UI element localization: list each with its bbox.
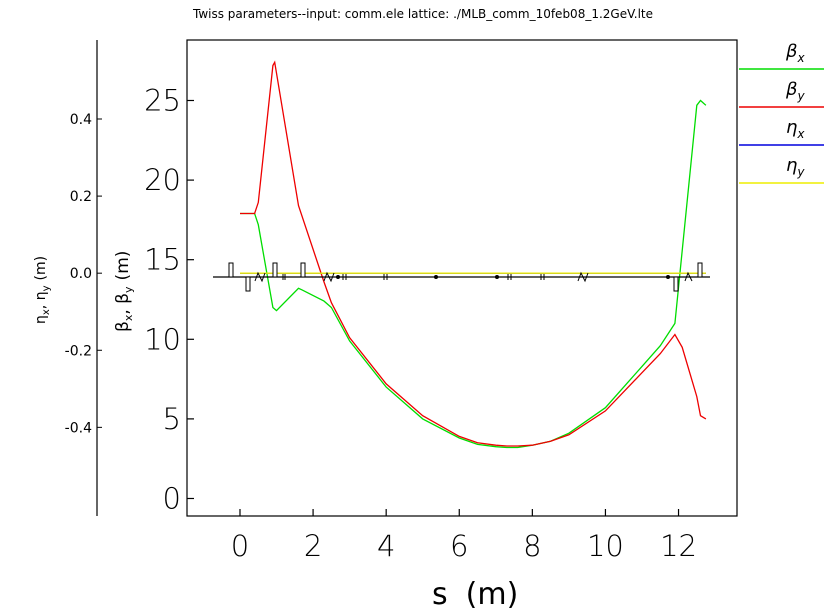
series-line-βx [240,99,707,449]
x-tick-label: 12 [660,529,697,563]
y2-tick-label: 0.2 [70,189,92,205]
y-tick-label: 25 [144,83,181,117]
x-tick-label: 2 [304,529,322,563]
y2-tick-label: 0.4 [70,112,92,128]
y2-tick-label: -0.2 [65,343,92,359]
y2-tick-label: 0.0 [70,266,92,282]
x-ticks: 0 2 4 6 8 10 12 [231,509,697,563]
y-tick-label: 0 [163,481,181,515]
y-tick-label: 20 [144,163,181,197]
chart-title: Twiss parameters--input: comm.ele lattic… [192,7,653,21]
x-tick-label: 0 [231,529,249,563]
y-ticks: 0 5 10 15 20 25 [144,83,194,515]
lattice-layout [213,262,710,292]
y2-axis-label: ηx, ηy(m) [33,256,52,324]
x-tick-label: 8 [523,529,541,563]
legend-label: βy [785,79,806,103]
series-line-βy [240,60,707,447]
y-tick-label: 15 [144,243,181,277]
x-tick-label: 4 [377,529,395,563]
legend-label: ηx [786,117,805,141]
x-tick-label: 10 [587,529,624,563]
legend-label: ηy [786,155,805,179]
plot-frame [186,39,738,517]
y2-tick-label: -0.4 [65,420,92,436]
series-layer [240,60,707,449]
y-tick-label: 5 [163,402,181,436]
x-tick-label: 6 [450,529,468,563]
x-axis-label: s (m) [432,577,518,612]
legend: βx βy ηx ηy [739,41,824,184]
y-tick-label: 10 [144,322,181,356]
legend-label: βx [785,41,806,65]
y2-ticks: -0.4 -0.2 0.0 0.2 0.4 [65,112,102,436]
y-axis-label: βx, βy(m) [113,251,135,332]
